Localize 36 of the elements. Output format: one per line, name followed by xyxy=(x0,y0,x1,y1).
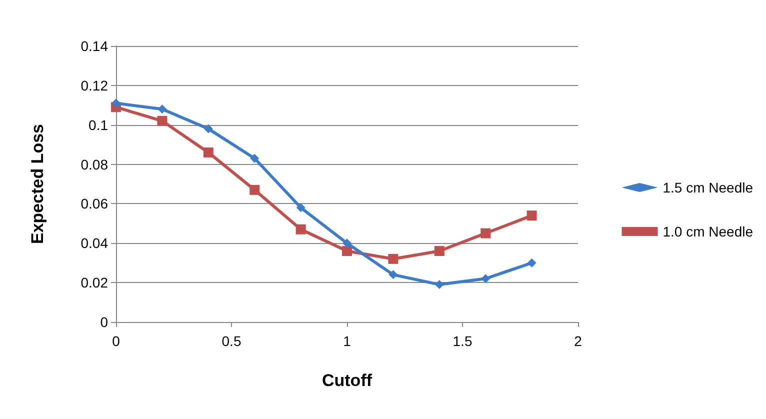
x-tick-label: 2 xyxy=(574,333,582,349)
point xyxy=(526,210,537,221)
point xyxy=(203,147,214,158)
x-tick-label: 1 xyxy=(343,333,352,349)
point xyxy=(527,258,536,268)
x-tick-label: 0 xyxy=(112,333,120,349)
legend-label: 1.5 cm Needle xyxy=(662,180,754,196)
x-tick-label: 1.5 xyxy=(452,333,472,349)
y-tick-label: 0.08 xyxy=(80,156,108,172)
point xyxy=(342,238,352,248)
point xyxy=(342,246,352,256)
y-tick-label: 0.02 xyxy=(80,274,108,291)
point xyxy=(112,98,120,108)
point xyxy=(158,104,167,114)
point xyxy=(388,270,398,280)
point xyxy=(434,280,444,290)
x-tick-label: 0.5 xyxy=(222,333,242,349)
y-tick-label: 0.1 xyxy=(88,116,108,133)
point xyxy=(250,154,260,163)
y-tick-label: 0.06 xyxy=(80,196,108,212)
y-tick-label: 0.04 xyxy=(80,235,108,252)
point xyxy=(250,184,260,195)
y-axis-title: Expected Loss xyxy=(28,124,47,244)
y-tick-label: 0.14 xyxy=(80,38,108,54)
x-axis-title: Cutoff xyxy=(322,371,372,390)
point xyxy=(480,228,491,238)
point xyxy=(481,274,490,284)
legend-label: 1.0 cm Needle xyxy=(662,224,754,240)
point xyxy=(157,116,168,126)
point xyxy=(434,246,444,256)
point xyxy=(204,124,213,134)
point xyxy=(296,224,306,234)
y-tick-label: 0.12 xyxy=(80,77,108,94)
y-tick-label: 0 xyxy=(100,314,108,330)
point xyxy=(296,203,306,212)
point xyxy=(388,254,398,264)
